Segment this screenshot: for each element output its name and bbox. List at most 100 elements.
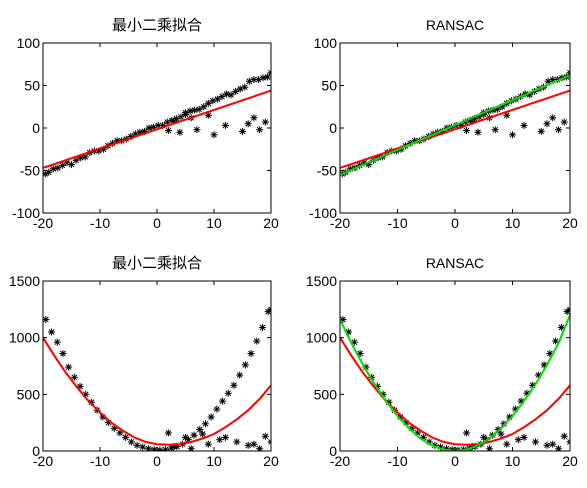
data-point bbox=[264, 73, 271, 81]
x-tick-label: 10 bbox=[206, 453, 222, 469]
x-tick-label: 10 bbox=[206, 215, 222, 231]
data-point bbox=[486, 445, 493, 451]
data-point bbox=[187, 445, 195, 451]
panel-title: 最小二乘拟合 bbox=[112, 255, 202, 272]
least-squares-fit-line bbox=[43, 337, 271, 446]
x-tick-label: 20 bbox=[263, 215, 279, 231]
ransac-fit-line bbox=[340, 74, 570, 176]
data-point bbox=[239, 127, 246, 135]
data-point bbox=[560, 118, 568, 126]
data-point bbox=[491, 126, 499, 134]
x-tick-label: 20 bbox=[562, 215, 578, 231]
panel-title: 最小二乘拟合 bbox=[112, 17, 202, 34]
data-point bbox=[139, 443, 147, 451]
data-point bbox=[247, 350, 255, 358]
y-tick-label: 0 bbox=[329, 120, 337, 136]
y-tick-label: 50 bbox=[321, 78, 337, 94]
data-point bbox=[497, 430, 505, 438]
data-point bbox=[230, 381, 238, 389]
data-point bbox=[210, 131, 218, 139]
data-point bbox=[509, 131, 516, 139]
data-point bbox=[213, 405, 221, 413]
data-point bbox=[164, 127, 172, 135]
data-point bbox=[555, 126, 562, 134]
data-point bbox=[133, 441, 141, 449]
x-tick-label: -10 bbox=[90, 215, 110, 231]
y-tick-label: 100 bbox=[17, 35, 41, 51]
data-point bbox=[43, 316, 50, 324]
data-point bbox=[59, 350, 67, 358]
plot-area bbox=[340, 305, 570, 451]
data-point bbox=[196, 425, 204, 433]
plot-area bbox=[43, 69, 271, 178]
y-tick-label: 0 bbox=[32, 120, 40, 136]
data-point bbox=[48, 328, 56, 336]
data-point bbox=[244, 441, 252, 449]
x-tick-label: -20 bbox=[330, 215, 350, 231]
data-point bbox=[45, 168, 53, 176]
data-point bbox=[253, 337, 261, 345]
data-point bbox=[250, 440, 258, 448]
data-point bbox=[49, 165, 57, 173]
data-point bbox=[503, 111, 511, 119]
panel-title: RANSAC bbox=[426, 17, 484, 33]
panel-quadratic-least-squares: 最小二乘拟合 -20 -10 0 10 20 0 500 1000 1500 bbox=[9, 255, 279, 469]
data-point bbox=[557, 323, 565, 331]
data-point bbox=[256, 126, 264, 134]
data-point bbox=[549, 440, 557, 448]
data-point bbox=[463, 429, 470, 437]
data-point bbox=[543, 441, 551, 449]
y-tick-label: 100 bbox=[314, 35, 338, 51]
x-tick-label: 20 bbox=[562, 453, 578, 469]
data-point bbox=[543, 120, 551, 128]
x-tick-label: 10 bbox=[505, 453, 521, 469]
y-tick-label: 1500 bbox=[306, 273, 337, 289]
y-tick-label: 0 bbox=[32, 443, 40, 459]
data-point bbox=[532, 438, 539, 446]
data-point bbox=[241, 361, 249, 369]
y-tick-label: -50 bbox=[317, 163, 337, 179]
data-point bbox=[122, 433, 130, 441]
data-point bbox=[261, 118, 269, 126]
data-point bbox=[201, 420, 209, 428]
data-point bbox=[182, 433, 189, 441]
data-point bbox=[144, 445, 152, 451]
data-point bbox=[116, 429, 124, 437]
data-point bbox=[264, 308, 271, 316]
data-point bbox=[514, 436, 522, 444]
data-point bbox=[68, 161, 75, 169]
data-point bbox=[520, 433, 528, 441]
data-point bbox=[236, 371, 244, 379]
x-tick-label: -10 bbox=[90, 453, 110, 469]
data-point bbox=[162, 446, 170, 451]
data-point bbox=[227, 91, 235, 99]
data-point bbox=[65, 363, 73, 371]
data-point bbox=[177, 113, 185, 121]
data-point bbox=[54, 164, 62, 172]
data-point bbox=[267, 438, 271, 446]
least-squares-fit-line bbox=[340, 337, 570, 446]
x-tick-label: 20 bbox=[263, 453, 279, 469]
data-point bbox=[195, 105, 203, 113]
data-point bbox=[474, 128, 482, 136]
data-point bbox=[566, 438, 570, 446]
data-point bbox=[241, 83, 249, 91]
data-point bbox=[520, 121, 528, 129]
data-point bbox=[549, 114, 557, 122]
plot-area bbox=[340, 69, 570, 178]
y-tick-label: 50 bbox=[24, 78, 40, 94]
y-tick-label: 1500 bbox=[9, 273, 40, 289]
least-squares-fit-line bbox=[43, 89, 271, 169]
x-tick-label: -10 bbox=[387, 215, 407, 231]
data-point bbox=[244, 120, 252, 128]
x-tick-label: 10 bbox=[505, 215, 521, 231]
data-point bbox=[250, 114, 258, 122]
data-point bbox=[81, 153, 89, 161]
data-point bbox=[221, 121, 229, 129]
data-point bbox=[191, 106, 199, 114]
data-point bbox=[176, 128, 184, 136]
data-point bbox=[145, 124, 153, 132]
data-point bbox=[267, 305, 271, 313]
